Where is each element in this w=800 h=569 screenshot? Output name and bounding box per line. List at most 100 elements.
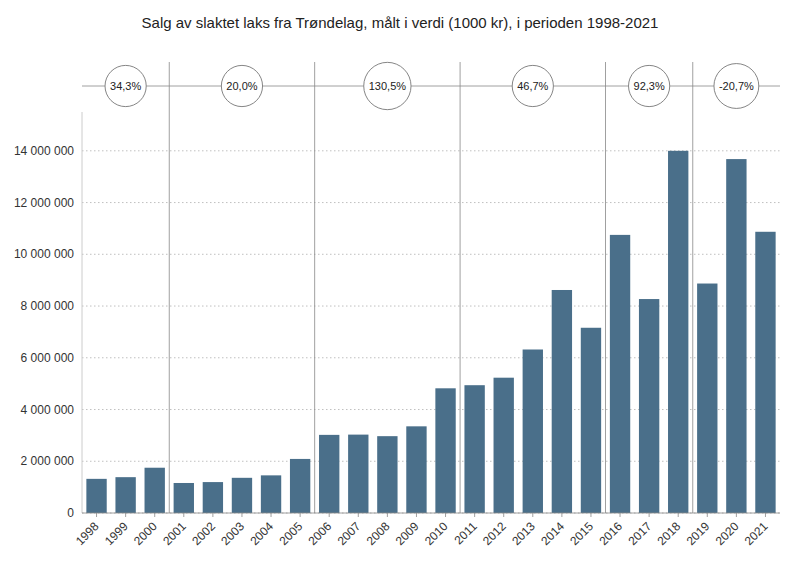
x-tick	[183, 513, 184, 517]
bar	[203, 482, 223, 513]
x-tick-label: 2021	[742, 519, 771, 548]
y-tick-label: 4 000 000	[21, 403, 75, 417]
x-tick-label: 1999	[102, 519, 131, 548]
title: Salg av slaktet laks fra Trøndelag, målt…	[142, 14, 659, 31]
x-tick	[241, 513, 242, 517]
annotation-circle	[512, 65, 553, 106]
x-tick-label: 2012	[480, 519, 509, 548]
x-tick-label: 2006	[306, 519, 335, 548]
x-tick-label: 2000	[131, 519, 160, 548]
bar	[86, 479, 106, 513]
annotation-line	[146, 86, 169, 87]
x-tick	[125, 513, 126, 517]
x-tick	[271, 513, 272, 517]
bar	[232, 478, 252, 513]
period-separator	[460, 62, 461, 513]
period-annotation: 46,7%	[460, 65, 605, 106]
x-tick-label: 2019	[684, 519, 713, 548]
annotation-line	[759, 86, 780, 87]
annotation-circle	[105, 65, 146, 106]
bar	[406, 426, 426, 513]
bar	[755, 232, 775, 513]
annotation-line	[670, 86, 693, 87]
bar	[639, 299, 659, 513]
x-tick	[590, 513, 591, 517]
annotation-circle	[629, 65, 670, 106]
x-tick-label: 2014	[538, 519, 567, 548]
bar	[290, 459, 310, 513]
y-tick-label: 10 000 000	[14, 247, 74, 261]
x-tick-label: 2004	[247, 519, 276, 548]
bar	[115, 477, 135, 513]
x-tick	[620, 513, 621, 517]
x-tick	[503, 513, 504, 517]
y-tick-label: 6 000 000	[21, 351, 75, 365]
period-annotation: 92,3%	[606, 65, 693, 106]
y-tick-label: 0	[67, 506, 74, 520]
bar	[319, 435, 339, 513]
bar	[610, 235, 630, 513]
x-tick-label: 2017	[625, 519, 654, 548]
x-tick-label: 2007	[335, 519, 364, 548]
x-tick-label: 1998	[73, 519, 102, 548]
bar	[668, 151, 688, 513]
x-tick-label: 2005	[276, 519, 305, 548]
bar	[348, 435, 368, 513]
annotation-line	[263, 86, 315, 87]
x-tick	[532, 513, 533, 517]
bars	[86, 151, 775, 513]
period-separator	[169, 62, 170, 513]
annotation-line	[411, 86, 460, 87]
annotation-circle	[364, 62, 411, 109]
bar	[552, 290, 572, 513]
y-tick-label: 12 000 000	[14, 196, 74, 210]
bar	[697, 284, 717, 513]
period-separator	[605, 62, 606, 513]
annotation-line	[693, 86, 714, 87]
x-tick	[154, 513, 155, 517]
bar	[377, 436, 397, 513]
annotation-label: -20,7%	[719, 80, 754, 92]
period-annotation: 34,3%	[82, 65, 169, 106]
x-tick-label: 2001	[160, 519, 189, 548]
annotation-line	[553, 86, 605, 87]
x-tick	[329, 513, 330, 517]
annotation-line	[315, 86, 364, 87]
x-tick-label: 2020	[713, 519, 742, 548]
annotation-line	[169, 86, 221, 87]
x-tick	[96, 513, 97, 517]
y-axis-line	[82, 112, 83, 513]
bar	[581, 328, 601, 513]
annotation-label: 34,3%	[110, 80, 141, 92]
x-tick	[678, 513, 679, 517]
x-tick-label: 2002	[189, 519, 218, 548]
annotation-line	[606, 86, 629, 87]
annotation-circle	[714, 64, 759, 109]
bar	[494, 378, 514, 513]
x-tick	[736, 513, 737, 517]
bar	[174, 483, 194, 513]
bar	[261, 475, 281, 513]
x-tick-label: 2015	[567, 519, 596, 548]
x-tick	[765, 513, 766, 517]
x-tick-label: 2013	[509, 519, 538, 548]
bar	[464, 385, 484, 513]
period-annotation: -20,7%	[693, 64, 780, 109]
annotation-line	[82, 86, 105, 87]
annotation-label: 130,5%	[369, 80, 407, 92]
x-axis-line	[82, 513, 780, 514]
x-tick-label: 2011	[452, 519, 480, 547]
bar	[523, 349, 543, 513]
x-tick-label: 2018	[655, 519, 684, 548]
bar	[145, 468, 165, 513]
chart: Salg av slaktet laks fra Trøndelag, målt…	[0, 0, 800, 569]
annotation-label: 46,7%	[517, 80, 548, 92]
period-separator	[314, 62, 315, 513]
x-tick-label: 2003	[218, 519, 247, 548]
x-tick-label: 2008	[364, 519, 393, 548]
period-annotation: 130,5%	[315, 62, 460, 109]
x-tick	[387, 513, 388, 517]
annotation-label: 20,0%	[226, 80, 257, 92]
x-tick	[445, 513, 446, 517]
x-tick	[416, 513, 417, 517]
